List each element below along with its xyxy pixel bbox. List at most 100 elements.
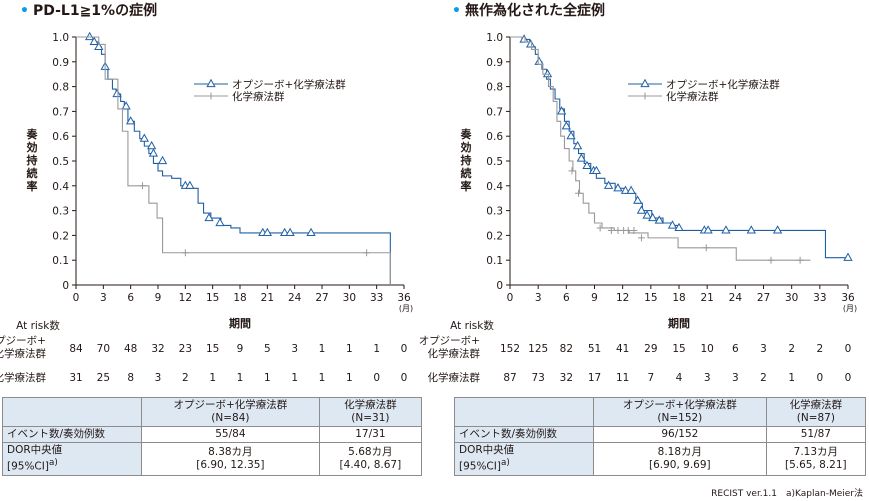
- y-tick-label: 0.7: [52, 106, 69, 118]
- y-axis-label-char: 持: [461, 153, 472, 167]
- censor-marker: [702, 244, 710, 252]
- censor-marker: [607, 226, 615, 234]
- x-tick-label: 24: [729, 292, 743, 304]
- x-tick-label: 6: [127, 292, 134, 304]
- cell-value: 17/31: [355, 428, 386, 440]
- x-tick-label: 9: [155, 292, 162, 304]
- y-axis-label-char: 続: [27, 166, 38, 180]
- table-cell: 51/87: [765, 426, 867, 443]
- summary-table: オプジーボ+化学療法群 (N=152) 化学療法群 (N=87) イベント数/奏効例…: [454, 397, 867, 476]
- censor-marker: [185, 180, 195, 189]
- header-line-1: オプジーボ+化学療法群: [173, 399, 288, 411]
- x-tick-label: 30: [785, 292, 798, 304]
- at-risk-count: 3: [760, 343, 767, 355]
- y-tick-label: 0.5: [52, 156, 69, 168]
- row-label-line-2: [95%CI]: [459, 460, 501, 473]
- censor-marker: [630, 226, 638, 234]
- x-tick-label: 18: [233, 292, 246, 304]
- at-risk-count: 11: [616, 372, 629, 384]
- x-tick-label: 0: [507, 292, 514, 304]
- y-tick-label: 0.8: [486, 82, 503, 94]
- cell-line-1: 8.18カ月: [657, 445, 703, 458]
- censor-marker: [146, 140, 157, 150]
- legend-marker: [207, 92, 215, 100]
- at-risk-count: 3: [732, 372, 739, 384]
- km-curve-chemo: [510, 36, 811, 261]
- x-tick-label: 9: [591, 292, 598, 304]
- header-line-1: 化学療法群: [789, 399, 843, 411]
- at-risk-count: 29: [644, 343, 657, 355]
- censor-marker: [637, 234, 645, 242]
- at-risk-count: 31: [69, 372, 82, 384]
- y-axis-label-char: 効: [461, 140, 472, 154]
- table-header-row: オプジーボ+化学療法群 (N=84) 化学療法群 (N=31): [2, 397, 423, 427]
- footnote-mark: a): [500, 458, 510, 468]
- at-risk-count: 2: [760, 372, 767, 384]
- censor-marker: [89, 36, 99, 46]
- censor-marker: [772, 225, 783, 234]
- at-risk-count: 1: [237, 372, 244, 384]
- header-line-2: (N=84): [211, 412, 250, 424]
- censor-marker: [603, 180, 614, 189]
- row-label-text: イベント数/奏効例数: [459, 428, 558, 440]
- at-risk-count: 125: [528, 343, 548, 355]
- censor-marker: [654, 215, 664, 224]
- at-risk-count: 0: [845, 372, 852, 384]
- cell-line-2: [6.90, 12.35]: [196, 458, 265, 471]
- row-label: イベント数/奏効例数: [454, 426, 594, 443]
- at-risk-count: 1: [346, 372, 353, 384]
- censor-marker: [667, 220, 678, 229]
- censor-marker: [526, 39, 536, 48]
- at-risk-count: 32: [560, 372, 573, 384]
- censor-marker: [519, 34, 529, 43]
- censor-marker: [306, 227, 316, 237]
- y-tick-label: 0.6: [486, 131, 503, 143]
- table-header-row: オプジーボ+化学療法群 (N=152) 化学療法群 (N=87): [454, 397, 867, 427]
- censor-marker: [279, 227, 290, 237]
- table-cell: 8.18カ月 [6.90, 9.69]: [593, 442, 767, 476]
- x-tick-label: 21: [261, 292, 274, 304]
- y-tick-label: 0.3: [486, 206, 503, 218]
- at-risk-count: 1: [319, 372, 326, 384]
- censor-marker: [85, 31, 95, 41]
- at-risk-title: At risk数: [16, 319, 60, 332]
- at-risk-row-label: 化学療法群: [0, 347, 46, 360]
- row-label-line-2: [95%CI]: [7, 460, 49, 473]
- header-line-2: (N=31): [351, 412, 390, 424]
- x-tick-label: 30: [343, 292, 356, 304]
- x-tick-label: 15: [206, 292, 219, 304]
- at-risk-count: 8: [127, 372, 134, 384]
- at-risk-count: 1: [291, 372, 298, 384]
- censor-marker: [767, 256, 775, 264]
- row-label: DOR中央値 [95%CI]a): [454, 442, 594, 476]
- censor-marker: [591, 165, 602, 175]
- censor-marker: [94, 41, 104, 51]
- at-risk-count: 15: [206, 343, 219, 355]
- at-risk-count: 0: [401, 343, 408, 355]
- at-risk-count: 1: [788, 372, 795, 384]
- censor-marker: [746, 225, 756, 234]
- y-axis-label-char: 奏: [26, 127, 39, 141]
- at-risk-count: 0: [845, 343, 852, 355]
- at-risk-count: 3: [704, 372, 711, 384]
- table-cell: 5.68カ月 [4.40, 8.67]: [318, 442, 423, 476]
- censor-marker: [703, 225, 713, 234]
- header-line-2: (N=87): [796, 412, 835, 424]
- cell-value: 51/87: [800, 428, 831, 440]
- y-tick-label: 0.4: [52, 181, 69, 193]
- censor-marker: [181, 249, 189, 257]
- censor-marker: [620, 185, 631, 194]
- header-line-2: (N=152): [657, 412, 703, 424]
- x-tick-label: 12: [616, 292, 629, 304]
- table-header-blank: [454, 397, 594, 427]
- censor-marker: [566, 130, 576, 140]
- y-tick-label: 0.2: [52, 230, 69, 242]
- cell-value: 96/152: [661, 428, 699, 440]
- legend-marker: [641, 92, 649, 100]
- at-risk-count: 4: [676, 372, 683, 384]
- censor-marker: [721, 225, 731, 234]
- km-panel-all: • 無作為化された全症例 0 0.1 0.2 0.3 0.4 0.5 0.6 0.7 0.8 0.9…: [419, 0, 867, 490]
- censor-marker: [596, 224, 604, 232]
- at-risk-count: 1: [319, 343, 326, 355]
- censor-marker: [215, 217, 225, 227]
